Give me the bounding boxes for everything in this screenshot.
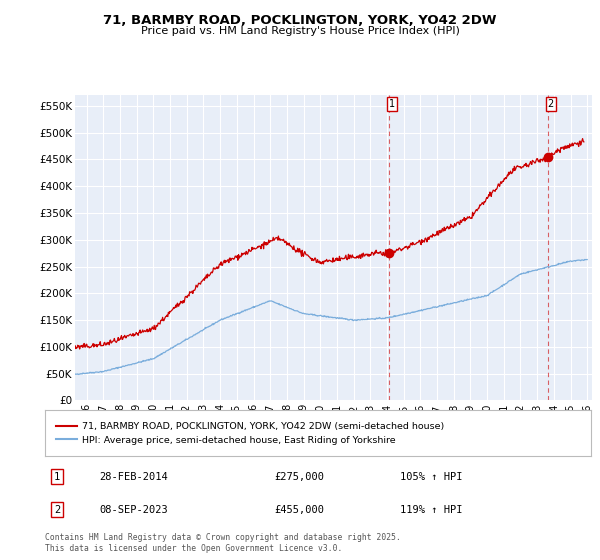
Text: 28-FEB-2014: 28-FEB-2014	[100, 472, 169, 482]
Text: £275,000: £275,000	[274, 472, 325, 482]
Text: Price paid vs. HM Land Registry's House Price Index (HPI): Price paid vs. HM Land Registry's House …	[140, 26, 460, 36]
Text: 1: 1	[54, 472, 60, 482]
Text: 08-SEP-2023: 08-SEP-2023	[100, 505, 169, 515]
Text: 2: 2	[54, 505, 60, 515]
Text: 1: 1	[389, 99, 395, 109]
Text: Contains HM Land Registry data © Crown copyright and database right 2025.
This d: Contains HM Land Registry data © Crown c…	[45, 533, 401, 553]
Text: £455,000: £455,000	[274, 505, 325, 515]
Text: 105% ↑ HPI: 105% ↑ HPI	[400, 472, 463, 482]
Text: 2: 2	[548, 99, 554, 109]
Text: 71, BARMBY ROAD, POCKLINGTON, YORK, YO42 2DW: 71, BARMBY ROAD, POCKLINGTON, YORK, YO42…	[103, 14, 497, 27]
Legend: 71, BARMBY ROAD, POCKLINGTON, YORK, YO42 2DW (semi-detached house), HPI: Average: 71, BARMBY ROAD, POCKLINGTON, YORK, YO42…	[52, 418, 448, 449]
Text: 119% ↑ HPI: 119% ↑ HPI	[400, 505, 463, 515]
